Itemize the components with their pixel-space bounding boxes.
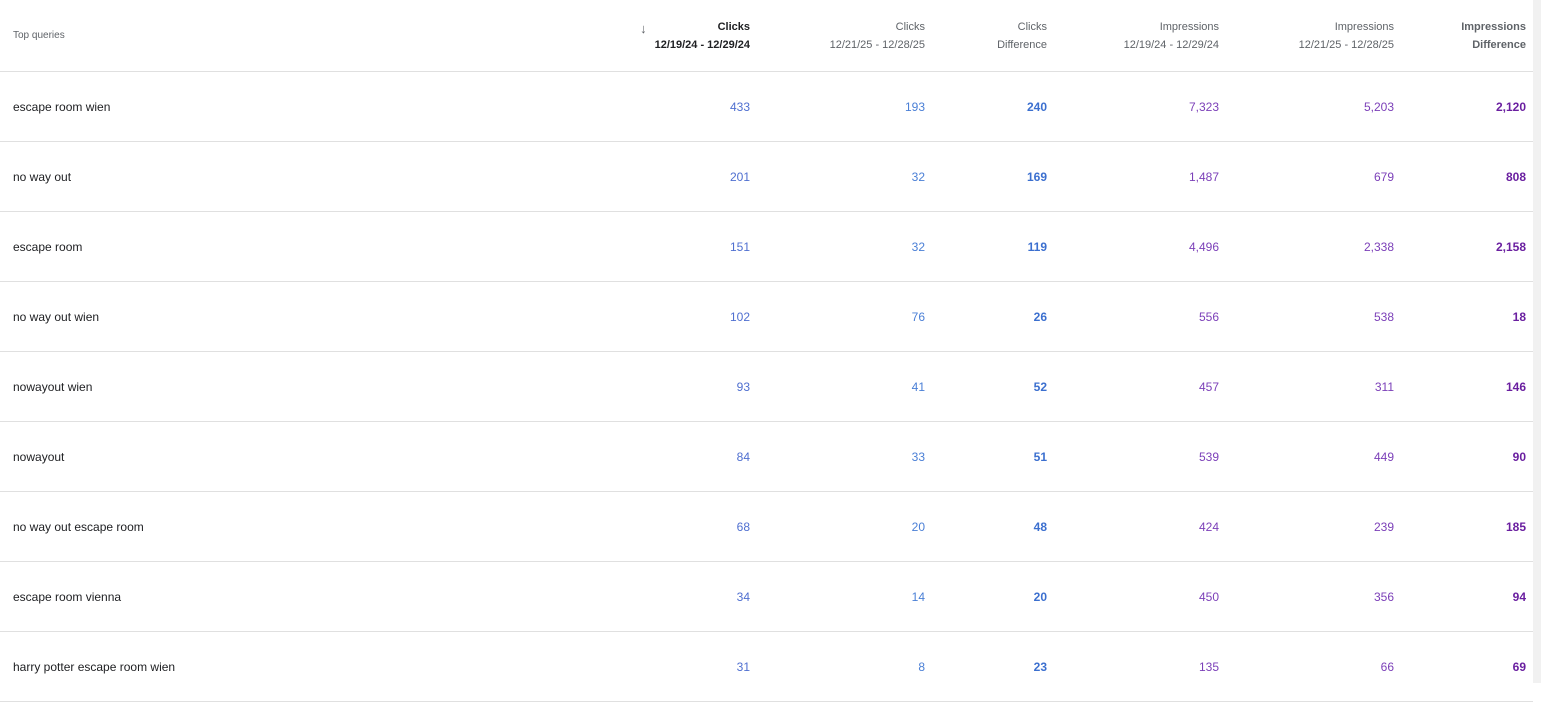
table-row[interactable]: escape room 151 32 119 4,496 2,338 2,158: [0, 212, 1533, 282]
clicks-period2-cell: 20: [911, 519, 925, 534]
clicks-difference-cell: 169: [1026, 169, 1047, 184]
impressions-difference-cell: 185: [1505, 519, 1526, 534]
table-row[interactable]: harry potter escape room wien 31 8 23 135 66 6…: [0, 632, 1533, 702]
impressions-difference-cell: 18: [1512, 309, 1526, 324]
impressions-difference-cell: 146: [1505, 379, 1526, 394]
impressions-difference-cell: 808: [1505, 169, 1526, 184]
table-row[interactable]: escape room vienna 34 14 20 450 356 94: [0, 562, 1533, 632]
query-cell[interactable]: no way out escape room: [13, 519, 144, 534]
impressions-period1-cell: 539: [1198, 449, 1219, 464]
query-cell[interactable]: nowayout wien: [13, 379, 93, 394]
clicks-difference-cell: 51: [1033, 449, 1047, 464]
impressions-difference-cell: 69: [1512, 659, 1526, 674]
clicks-period2-cell: 14: [911, 589, 925, 604]
header-impressions-period2[interactable]: Impressions 12/21/25 - 12/28/25: [1219, 18, 1394, 54]
clicks-period2-cell: 41: [911, 379, 925, 394]
query-cell[interactable]: escape room vienna: [13, 589, 122, 604]
clicks-difference-cell: 48: [1033, 519, 1047, 534]
clicks-period2-cell: 32: [911, 169, 925, 184]
table-row[interactable]: no way out escape room 68 20 48 424 239 185: [0, 492, 1533, 562]
scrollbar[interactable]: [1533, 0, 1541, 683]
impressions-period2-cell: 679: [1373, 169, 1394, 184]
impressions-period1-cell: 7,323: [1188, 99, 1219, 114]
impressions-difference-cell: 2,120: [1495, 99, 1526, 114]
clicks-difference-cell: 26: [1033, 309, 1047, 324]
table-header: Top queries ↓ Clicks 12/19/24 - 12/29/24 …: [0, 0, 1533, 72]
impressions-period1-cell: 424: [1198, 519, 1219, 534]
clicks-period1-cell: 151: [729, 239, 750, 254]
impressions-difference-cell: 94: [1512, 589, 1526, 604]
query-cell[interactable]: no way out wien: [13, 309, 100, 324]
clicks-period1-cell: 68: [736, 519, 750, 534]
header-sublabel: 12/21/25 - 12/28/25: [1298, 38, 1394, 51]
impressions-period2-cell: 2,338: [1363, 239, 1394, 254]
table-row[interactable]: escape room wien 433 193 240 7,323 5,203 2,120: [0, 72, 1533, 142]
table-row[interactable]: nowayout wien 93 41 52 457 311 146: [0, 352, 1533, 422]
impressions-period2-cell: 239: [1373, 519, 1394, 534]
impressions-period2-cell: 356: [1373, 589, 1394, 604]
clicks-period2-cell: 32: [911, 239, 925, 254]
impressions-period2-cell: 5,203: [1363, 99, 1394, 114]
clicks-difference-cell: 240: [1026, 99, 1047, 114]
header-label: Impressions: [1461, 20, 1526, 33]
header-label: Clicks: [717, 20, 750, 33]
query-cell[interactable]: nowayout: [13, 449, 65, 464]
clicks-period1-cell: 102: [729, 309, 750, 324]
impressions-period2-cell: 538: [1373, 309, 1394, 324]
impressions-period1-cell: 4,496: [1188, 239, 1219, 254]
clicks-period2-cell: 8: [918, 659, 925, 674]
header-sublabel: 12/19/24 - 12/29/24: [654, 38, 750, 51]
query-cell[interactable]: escape room wien: [13, 99, 111, 114]
clicks-period2-cell: 193: [904, 99, 925, 114]
header-label: Clicks: [895, 20, 925, 33]
clicks-period1-cell: 84: [736, 449, 750, 464]
query-cell[interactable]: harry potter escape room wien: [13, 659, 176, 674]
clicks-period2-cell: 33: [911, 449, 925, 464]
impressions-period1-cell: 556: [1198, 309, 1219, 324]
header-label: Impressions: [1159, 20, 1219, 33]
impressions-difference-cell: 90: [1512, 449, 1526, 464]
table-row[interactable]: no way out 201 32 169 1,487 679 808: [0, 142, 1533, 212]
header-clicks-period1[interactable]: ↓ Clicks 12/19/24 - 12/29/24: [573, 18, 750, 54]
header-impressions-difference[interactable]: Impressions Difference: [1394, 18, 1526, 54]
clicks-difference-cell: 119: [1027, 239, 1047, 254]
clicks-difference-cell: 20: [1033, 589, 1047, 604]
clicks-period1-cell: 201: [729, 169, 750, 184]
impressions-period1-cell: 1,487: [1188, 169, 1219, 184]
header-sublabel: Difference: [997, 38, 1047, 51]
impressions-difference-cell: 2,158: [1495, 239, 1526, 254]
clicks-period1-cell: 31: [736, 659, 750, 674]
header-top-queries[interactable]: Top queries: [13, 30, 65, 41]
header-label: Clicks: [1017, 20, 1047, 33]
clicks-period1-cell: 93: [736, 379, 750, 394]
clicks-period2-cell: 76: [911, 309, 925, 324]
clicks-period1-cell: 34: [736, 589, 750, 604]
impressions-period1-cell: 450: [1198, 589, 1219, 604]
query-cell[interactable]: no way out: [13, 169, 72, 184]
clicks-difference-cell: 52: [1033, 379, 1047, 394]
table-row[interactable]: nowayout 84 33 51 539 449 90: [0, 422, 1533, 492]
table-row[interactable]: no way out wien 102 76 26 556 538 18: [0, 282, 1533, 352]
header-sublabel: 12/21/25 - 12/28/25: [829, 38, 925, 51]
query-cell[interactable]: escape room: [13, 239, 83, 254]
header-label: Impressions: [1334, 20, 1394, 33]
clicks-period1-cell: 433: [729, 99, 750, 114]
impressions-period1-cell: 135: [1198, 659, 1219, 674]
impressions-period1-cell: 457: [1198, 379, 1219, 394]
arrow-down-icon: ↓: [640, 20, 647, 36]
header-sublabel: 12/19/24 - 12/29/24: [1123, 38, 1219, 51]
clicks-difference-cell: 23: [1033, 659, 1047, 674]
header-impressions-period1[interactable]: Impressions 12/19/24 - 12/29/24: [1047, 18, 1219, 54]
impressions-period2-cell: 449: [1373, 449, 1394, 464]
header-clicks-difference[interactable]: Clicks Difference: [925, 18, 1047, 54]
impressions-period2-cell: 311: [1374, 379, 1394, 394]
header-sublabel: Difference: [1472, 38, 1526, 51]
header-clicks-period2[interactable]: Clicks 12/21/25 - 12/28/25: [750, 18, 925, 54]
impressions-period2-cell: 66: [1380, 659, 1394, 674]
